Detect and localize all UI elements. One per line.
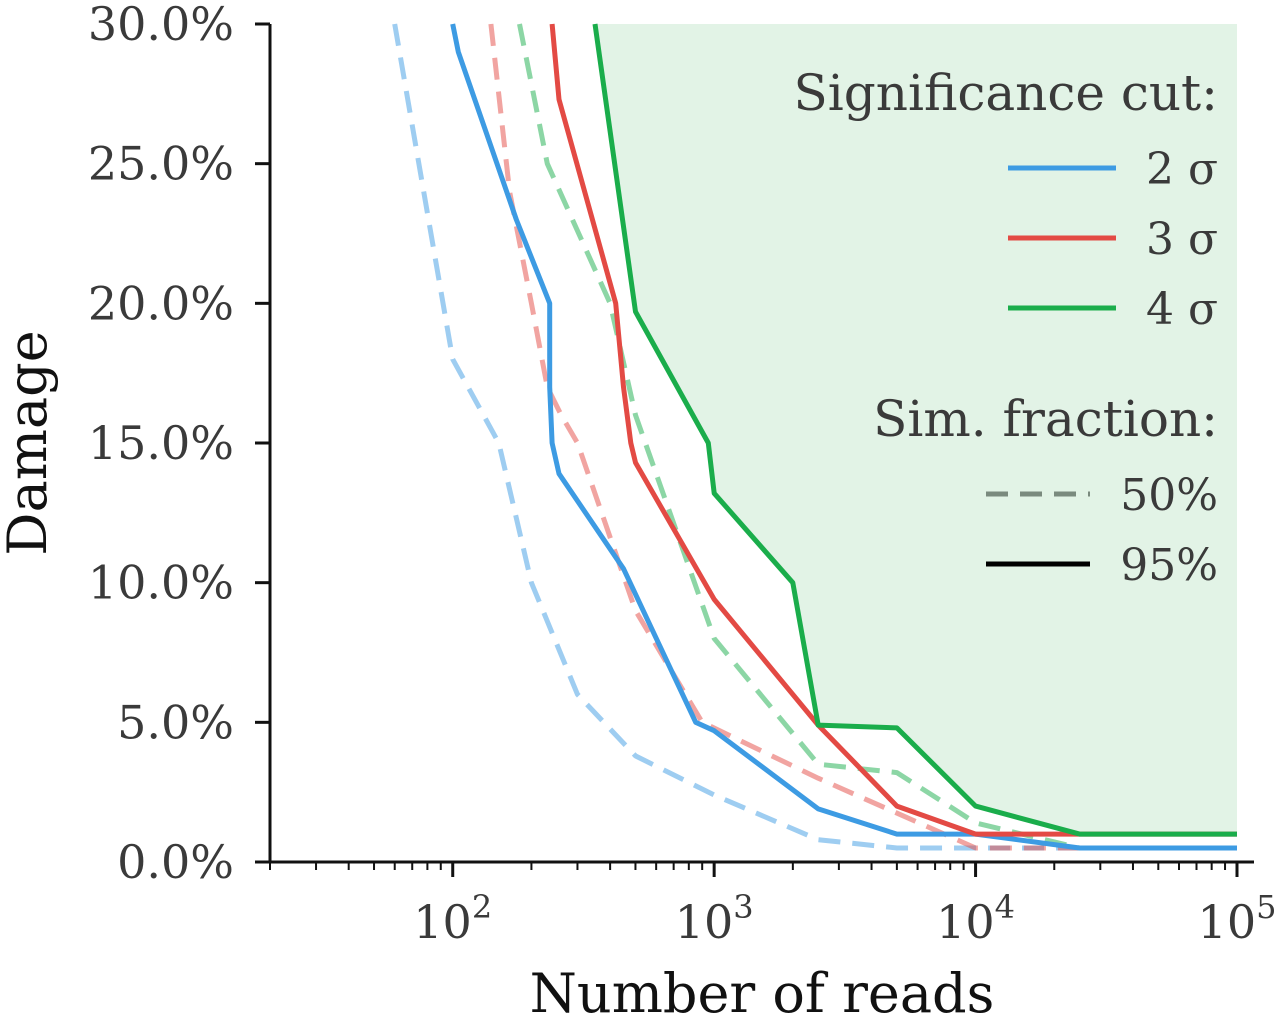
series-line-4sigma-95pct [592,23,1237,837]
x-axis-title: Number of reads [530,962,995,1022]
series-line-3sigma-50pct [488,23,1237,851]
x-tick-label: 103 [675,888,754,949]
significance-shaded-region [595,24,1237,835]
y-tick-label: 20.0% [88,276,234,330]
y-tick-label: 30.0% [88,0,234,51]
x-tick-label: 102 [413,888,492,949]
y-tick-label: 0.0% [117,835,234,889]
legend-significance-title: Significance cut: [794,64,1218,122]
y-tick-label: 5.0% [117,695,234,749]
significance-region-layer [595,24,1237,835]
legend: Significance cut: 2 σ 3 σ 4 σ Sim. fraction:… [794,64,1218,591]
legend-fraction-label: 50% [1120,470,1218,521]
legend-fraction-title: Sim. fraction: [873,390,1218,448]
y-tick-label: 25.0% [88,137,234,191]
legend-sigma-label: 3 σ [1146,214,1218,265]
legend-sigma-label: 2 σ [1146,144,1218,195]
y-axis-title: Damage [0,330,59,555]
x-tick-label: 105 [1198,888,1277,949]
x-tick-label: 104 [936,888,1015,949]
series-layer [392,23,1237,851]
series-line-3sigma-95pct [549,23,1237,837]
legend-sigma-label: 4 σ [1146,284,1218,335]
series-line-2sigma-95pct [450,23,1237,851]
legend-fraction-label: 95% [1120,540,1218,591]
y-tick-label: 15.0% [88,416,234,470]
y-tick-label: 10.0% [88,556,234,610]
